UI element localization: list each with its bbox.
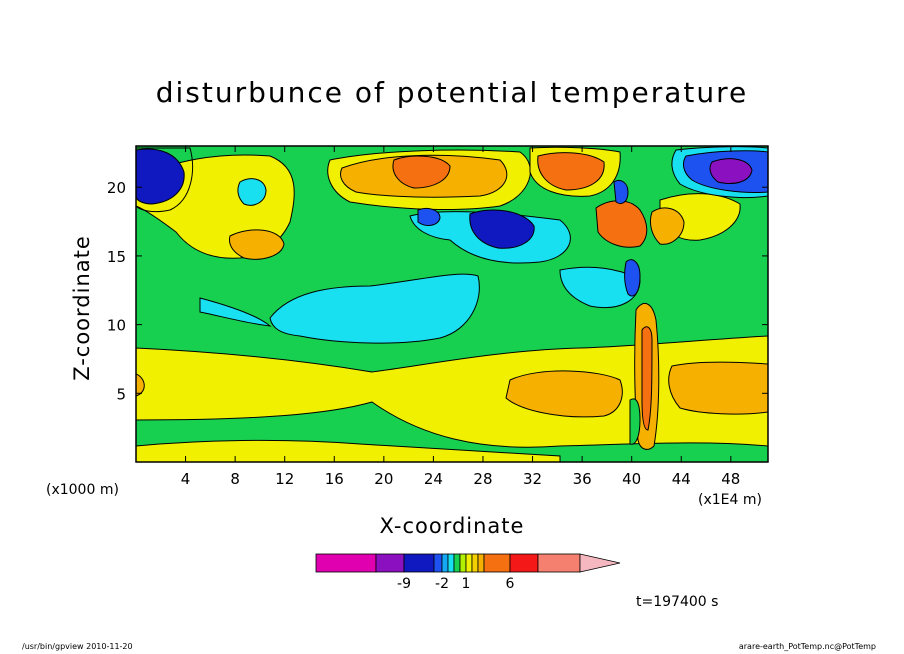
- field-purple-top-right: [709, 158, 753, 184]
- field-cyan-top-left-ring: [136, 147, 193, 213]
- field-cyan-top-left: [237, 178, 267, 206]
- field-orange-upper-right: [537, 152, 605, 191]
- field-mid-cyan: [269, 273, 480, 344]
- colorbar-swatch: [477, 553, 485, 573]
- colorbar-swatch: [459, 553, 467, 573]
- x-tick-label: 48: [721, 470, 740, 488]
- colorbar-label: -9: [397, 576, 411, 592]
- footer-left: /usr/bin/gpview 2010-11-20: [22, 642, 133, 651]
- colorbar: -9 -2 1 6: [315, 553, 621, 592]
- colorbar-swatch: [537, 553, 581, 573]
- plot-frame: [135, 145, 769, 463]
- colorbar-swatch: [483, 553, 511, 573]
- field-orange-upper-left: [229, 229, 285, 260]
- field-orange-red-core: [392, 155, 451, 189]
- x-unit-right: (x1E4 m): [698, 492, 762, 508]
- contour-field: [136, 146, 768, 462]
- colorbar-swatch: [315, 553, 377, 573]
- colorbar-swatch: [403, 553, 435, 573]
- field-blue-column: [613, 179, 629, 205]
- field-blue-mid: [469, 209, 535, 249]
- y-tick-label: 10: [107, 317, 126, 335]
- colorbar-label: 1: [462, 576, 471, 592]
- colorbar-swatch: [375, 553, 405, 573]
- x-tick-label: 32: [523, 470, 542, 488]
- colorbar-swatch: [471, 553, 479, 573]
- x-tick-label: 28: [473, 470, 492, 488]
- y-tick-label: 5: [116, 385, 126, 403]
- field-bottom-yellow: [136, 439, 561, 462]
- field-vertical-column-green: [629, 398, 641, 445]
- colorbar-swatch: [509, 553, 539, 573]
- colorbar-swatch: [447, 553, 455, 573]
- colorbar-arrow: [579, 553, 621, 573]
- colorbar-label: -2: [435, 576, 449, 592]
- time-label: t=197400 s: [636, 594, 719, 610]
- colorbar-label: 6: [506, 576, 515, 592]
- field-right-cyan: [559, 266, 641, 308]
- field-orange-low-1: [505, 370, 623, 418]
- x-unit-left: (x1000 m): [46, 482, 119, 498]
- colorbar-swatch: [441, 553, 449, 573]
- chart-title: disturbunce of potential temperature: [155, 76, 749, 109]
- y-tick-label: 15: [107, 248, 126, 266]
- x-tick-label: 40: [622, 470, 641, 488]
- x-tick-label: 20: [374, 470, 393, 488]
- x-tick-label: 4: [181, 470, 191, 488]
- x-tick-label: 36: [573, 470, 592, 488]
- field-cyan-tail: [199, 297, 272, 327]
- x-tick-label: 16: [325, 470, 344, 488]
- field-blue-column-2: [624, 259, 641, 297]
- colorbar-swatch: [433, 553, 443, 573]
- field-blue-top-left: [136, 148, 185, 205]
- colorbar-swatch: [453, 553, 461, 573]
- x-ticks: 4 8 12 16 20 24 28 32 36 40 44 48: [181, 146, 740, 488]
- field-vertical-column-core: [641, 326, 653, 431]
- x-tick-label: 44: [672, 470, 691, 488]
- field-blue-small: [417, 207, 441, 226]
- x-tick-label: 8: [230, 470, 240, 488]
- field-orange-right-cluster-2: [649, 207, 685, 245]
- colorbar-swatch: [465, 553, 473, 573]
- x-tick-label: 24: [424, 470, 443, 488]
- x-axis-label: X-coordinate: [379, 514, 525, 538]
- y-ticks: 5 10 15 20: [107, 179, 768, 403]
- y-tick-label: 20: [107, 179, 126, 197]
- footer-right: arare-earth_PotTemp.nc@PotTemp: [738, 642, 876, 651]
- field-orange-low-2: [668, 361, 768, 415]
- x-tick-label: 12: [275, 470, 294, 488]
